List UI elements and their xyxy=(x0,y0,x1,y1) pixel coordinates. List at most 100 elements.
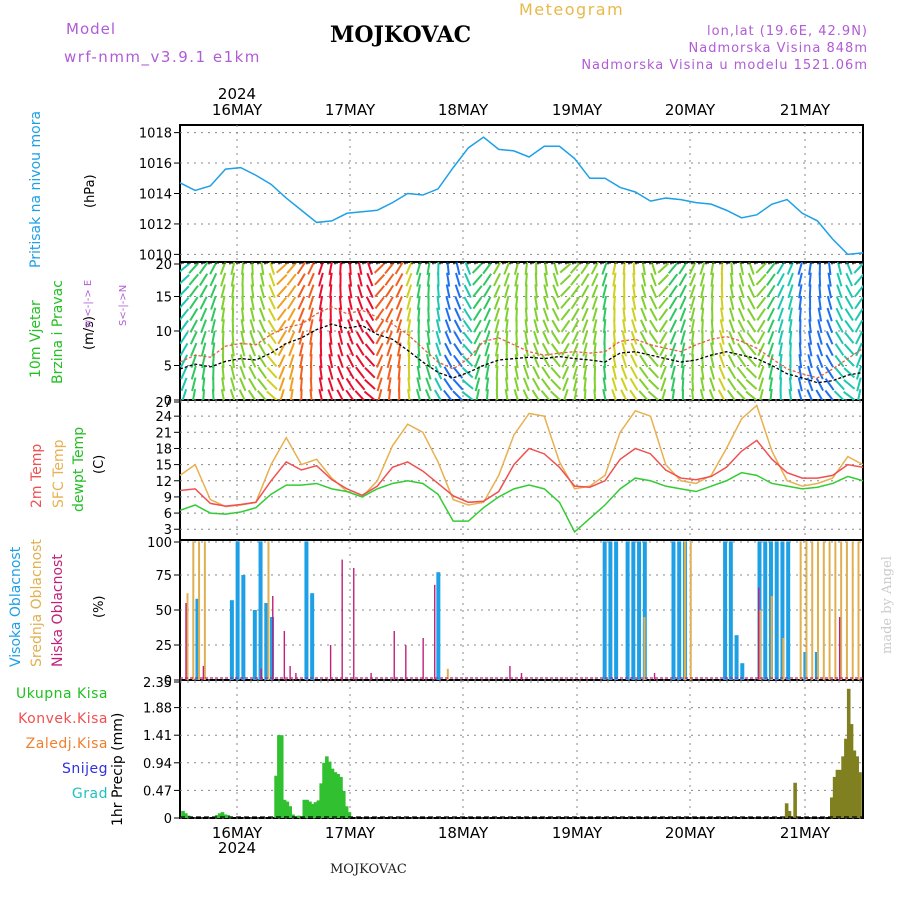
wind-arrow xyxy=(474,377,481,392)
wind-arrow xyxy=(247,389,257,400)
mid-cloud-bar xyxy=(845,541,848,680)
wind-arrow xyxy=(475,388,480,400)
pressure-tick-label: 1016 xyxy=(139,157,172,172)
wind-arrow xyxy=(504,319,509,334)
high-cloud-bar xyxy=(637,541,642,680)
wind-arrow xyxy=(853,262,863,274)
wind-tick-label: 5 xyxy=(164,360,172,375)
mid-cloud-bar xyxy=(446,668,449,680)
wind-arrow xyxy=(188,285,199,298)
wind-arrow xyxy=(572,377,578,392)
wind-arrow xyxy=(297,284,306,298)
wind-arrow xyxy=(737,342,747,356)
wind-arrow xyxy=(709,354,715,369)
wind-arrow xyxy=(640,284,647,299)
precip-bar xyxy=(316,800,321,818)
wind-arrow xyxy=(319,307,323,322)
wind-arrow xyxy=(523,354,530,369)
wind-arrow xyxy=(737,319,746,333)
wind-arrow xyxy=(231,284,235,299)
wind-arrow xyxy=(543,295,549,310)
wind-arrow xyxy=(366,262,374,275)
low-cloud-bar xyxy=(329,645,332,680)
wind-arrow xyxy=(473,331,482,345)
mid-cloud-bar xyxy=(683,541,686,680)
wind-arrow xyxy=(593,342,597,357)
high-cloud-bar xyxy=(270,617,275,680)
wind-arrow xyxy=(620,389,628,400)
wind-arrow xyxy=(454,284,462,299)
wind-arrow xyxy=(657,273,669,286)
wind-arrow xyxy=(348,272,353,287)
wind-arrow xyxy=(561,354,570,368)
wind-arrow xyxy=(355,331,365,345)
wind-arrow xyxy=(736,354,747,368)
wind-arrow xyxy=(690,307,696,322)
mid-cloud-bar xyxy=(782,638,785,680)
wind-arrow xyxy=(416,295,421,310)
wind-arrow xyxy=(278,377,286,392)
wind-arrow xyxy=(659,365,667,380)
wind-arrow xyxy=(416,377,422,392)
wind-arrow xyxy=(396,330,402,345)
wind-arrow xyxy=(461,379,474,390)
wind-arrow xyxy=(266,390,278,400)
wind-arrow xyxy=(503,284,510,299)
mid-cloud-bar xyxy=(851,541,854,680)
wind-arrow xyxy=(405,262,413,275)
wind-arrow xyxy=(730,262,734,276)
wind-arrow xyxy=(856,377,862,392)
wind-arrow xyxy=(425,365,432,380)
wind-arrow xyxy=(210,295,217,310)
wind-arrow xyxy=(650,272,657,287)
precip-bar xyxy=(784,803,789,818)
wind-arrow xyxy=(407,388,411,400)
wind-arrow xyxy=(267,307,277,322)
wind-arrow xyxy=(327,377,334,392)
wind-arrow xyxy=(308,307,314,322)
wind-arrow xyxy=(766,273,776,286)
wind-arrow xyxy=(297,307,305,322)
precip-bar xyxy=(829,797,834,818)
wind-arrow xyxy=(541,366,551,380)
temp-tick-label: 21 xyxy=(155,426,172,441)
wind-arrow xyxy=(198,262,209,275)
wind-arrow xyxy=(210,319,216,334)
wind-arrow xyxy=(726,389,736,400)
wind-arrow xyxy=(808,330,813,345)
wind-arrow xyxy=(503,262,511,275)
wind-arrow xyxy=(776,272,785,287)
wind-arrow xyxy=(659,354,668,368)
wind-arrow xyxy=(443,354,453,368)
wind-arrow xyxy=(277,354,286,368)
wind-arrow xyxy=(395,307,403,322)
wind-arrow xyxy=(855,342,863,357)
wind-arrow xyxy=(611,377,618,392)
wind-arrow xyxy=(758,377,765,392)
precip-bar xyxy=(325,756,329,818)
wind-arrow xyxy=(533,330,540,345)
wind-arrow xyxy=(354,378,366,391)
wind-arrow xyxy=(318,388,323,400)
wind-arrow xyxy=(190,365,197,380)
wind-arrow xyxy=(778,354,783,369)
precip-bar xyxy=(844,738,848,818)
wind-arrow xyxy=(181,389,188,400)
wind-arrow xyxy=(532,366,541,380)
wind-arrow xyxy=(550,366,562,379)
wind-arrow xyxy=(492,262,502,275)
wind-arrow xyxy=(843,390,856,400)
mid-cloud-bar xyxy=(689,541,692,680)
wind-arrow xyxy=(710,319,714,334)
wind-arrow xyxy=(572,365,579,380)
legend-freezing-rain: Zaledj.Kisa xyxy=(25,736,108,752)
model-name: wrf-nmm_v3.9.1 e1km xyxy=(64,48,261,66)
wind-arrow xyxy=(257,354,267,368)
wind-arrow xyxy=(250,295,255,310)
cloud-tick-label: 100 xyxy=(147,536,172,551)
high-cloud-bar xyxy=(252,610,257,680)
precip-bar xyxy=(855,756,859,818)
wind-arrow xyxy=(375,331,384,345)
precip-bar xyxy=(288,806,292,818)
wind-arrow xyxy=(845,262,853,275)
